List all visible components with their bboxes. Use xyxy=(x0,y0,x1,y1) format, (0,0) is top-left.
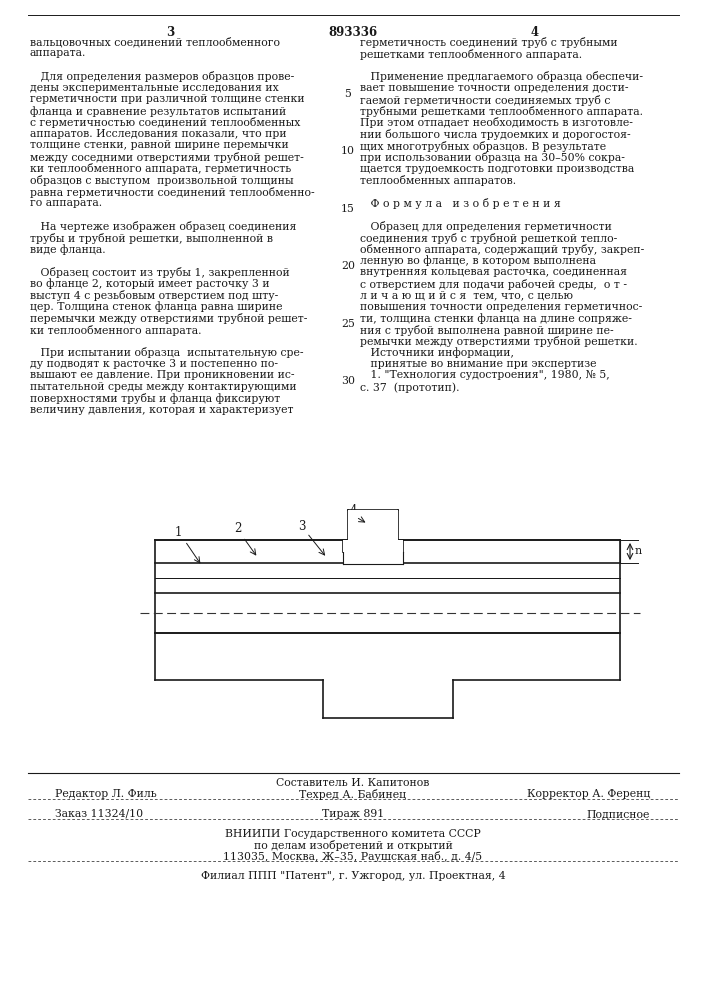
Text: виде фланца.: виде фланца. xyxy=(30,244,105,255)
Text: Источники информации,: Источники информации, xyxy=(360,348,514,358)
Text: Ф о р м у л а   и з о б р е т е н и я: Ф о р м у л а и з о б р е т е н и я xyxy=(360,198,561,209)
Text: внутренняя кольцевая расточка, соединенная: внутренняя кольцевая расточка, соединенн… xyxy=(360,267,627,277)
Bar xyxy=(155,578,620,593)
Text: л и ч а ю щ и й с я  тем, что, с целью: л и ч а ю щ и й с я тем, что, с целью xyxy=(360,290,573,300)
Text: вает повышение точности определения дости-: вает повышение точности определения дост… xyxy=(360,83,629,93)
Text: пытательной среды между контактирующими: пытательной среды между контактирующими xyxy=(30,382,297,392)
Text: цер. Толщина стенок фланца равна ширине: цер. Толщина стенок фланца равна ширине xyxy=(30,302,283,312)
Text: дены экспериментальные исследования их: дены экспериментальные исследования их xyxy=(30,83,279,93)
Text: 3: 3 xyxy=(166,26,174,39)
Text: по делам изобретений и открытий: по делам изобретений и открытий xyxy=(254,840,452,851)
Text: вальцовочных соединений теплообменного: вальцовочных соединений теплообменного xyxy=(30,37,280,48)
Text: с отверстием для подачи рабочей среды,  о т -: с отверстием для подачи рабочей среды, о… xyxy=(360,278,627,290)
Bar xyxy=(364,510,382,540)
Bar xyxy=(323,680,453,718)
Text: аппаратов. Исследования показали, что при: аппаратов. Исследования показали, что пр… xyxy=(30,129,286,139)
Text: 4: 4 xyxy=(349,504,357,516)
Text: 4: 4 xyxy=(531,26,539,39)
Text: при использовании образца на 30–50% сокра-: при использовании образца на 30–50% сокр… xyxy=(360,152,625,163)
Bar xyxy=(155,633,620,680)
Text: перемычки между отверстиями трубной решет-: перемычки между отверстиями трубной реше… xyxy=(30,313,308,324)
Text: го аппарата.: го аппарата. xyxy=(30,198,102,208)
Text: герметичности при различной толщине стенки: герметичности при различной толщине стен… xyxy=(30,95,305,104)
Text: величину давления, которая и характеризует: величину давления, которая и характеризу… xyxy=(30,405,293,415)
Text: вышают ее давление. При проникновении ис-: вышают ее давление. При проникновении ис… xyxy=(30,370,295,380)
Text: 30: 30 xyxy=(341,376,355,386)
Text: ленную во фланце, в котором выполнена: ленную во фланце, в котором выполнена xyxy=(360,255,596,266)
Bar xyxy=(155,563,620,578)
Text: 1. "Технология судостроения", 1980, № 5,: 1. "Технология судостроения", 1980, № 5, xyxy=(360,370,609,380)
Text: образцов с выступом  произвольной толщины: образцов с выступом произвольной толщины xyxy=(30,175,293,186)
Text: 10: 10 xyxy=(341,146,355,156)
Text: Тираж 891: Тираж 891 xyxy=(322,809,384,819)
Text: 15: 15 xyxy=(341,204,355,214)
Text: Корректор А. Ференц: Корректор А. Ференц xyxy=(527,789,650,799)
Text: ремычки между отверстиями трубной решетки.: ремычки между отверстиями трубной решетк… xyxy=(360,336,638,347)
Text: 113035, Москва, Ж–35, Раушская наб., д. 4/5: 113035, Москва, Ж–35, Раушская наб., д. … xyxy=(223,851,483,862)
Text: 3: 3 xyxy=(298,520,305,532)
Text: 893336: 893336 xyxy=(329,26,378,39)
Text: нии большого числа трудоемких и дорогостоя-: нии большого числа трудоемких и дорогост… xyxy=(360,129,631,140)
Text: щих многотрубных образцов. В результате: щих многотрубных образцов. В результате xyxy=(360,140,606,151)
Text: трубы и трубной решетки, выполненной в: трубы и трубной решетки, выполненной в xyxy=(30,232,273,243)
Text: теплообменных аппаратов.: теплообменных аппаратов. xyxy=(360,175,516,186)
Text: n: n xyxy=(635,546,642,556)
Text: во фланце 2, который имеет расточку 3 и: во фланце 2, который имеет расточку 3 и xyxy=(30,278,269,289)
Text: фланца и сравнение результатов испытаний: фланца и сравнение результатов испытаний xyxy=(30,106,286,117)
Text: повышения точности определения герметичнос-: повышения точности определения герметичн… xyxy=(360,302,642,312)
Text: Филиал ППП "Патент", г. Ужгород, ул. Проектная, 4: Филиал ППП "Патент", г. Ужгород, ул. Про… xyxy=(201,871,506,881)
Bar xyxy=(343,540,403,552)
Bar xyxy=(343,552,403,564)
Text: ки теплообменного аппарата.: ки теплообменного аппарата. xyxy=(30,324,201,336)
Text: соединения труб с трубной решеткой тепло-: соединения труб с трубной решеткой тепло… xyxy=(360,232,617,243)
Text: ти, толщина стенки фланца на длине сопряже-: ти, толщина стенки фланца на длине сопря… xyxy=(360,313,632,324)
Text: Заказ 11324/10: Заказ 11324/10 xyxy=(55,809,143,819)
Text: щается трудоемкость подготовки производства: щается трудоемкость подготовки производс… xyxy=(360,163,634,174)
Text: герметичность соединений труб с трубными: герметичность соединений труб с трубными xyxy=(360,37,618,48)
Text: 2: 2 xyxy=(234,522,242,536)
Bar xyxy=(155,540,620,563)
Text: 20: 20 xyxy=(341,261,355,271)
Text: Подписное: Подписное xyxy=(587,809,650,819)
Text: решетками теплообменного аппарата.: решетками теплообменного аппарата. xyxy=(360,48,582,60)
Text: равна герметичности соединений теплообменно-: равна герметичности соединений теплообме… xyxy=(30,186,315,198)
Text: гаемой герметичности соединяемых труб с: гаемой герметичности соединяемых труб с xyxy=(360,95,610,105)
Text: принятые во внимание при экспертизе: принятые во внимание при экспертизе xyxy=(360,359,597,369)
Text: Техред А. Бабинец: Техред А. Бабинец xyxy=(300,789,407,800)
Bar xyxy=(348,510,398,540)
Text: трубными решетками теплообменного аппарата.: трубными решетками теплообменного аппара… xyxy=(360,106,643,117)
Text: выступ 4 с резьбовым отверстием под шту-: выступ 4 с резьбовым отверстием под шту- xyxy=(30,290,279,301)
Text: с. 37  (прототип).: с. 37 (прототип). xyxy=(360,382,460,393)
Text: ки теплообменного аппарата, герметичность: ки теплообменного аппарата, герметичност… xyxy=(30,163,291,174)
Text: аппарата.: аппарата. xyxy=(30,48,86,58)
Text: Редактор Л. Филь: Редактор Л. Филь xyxy=(55,789,157,799)
Bar xyxy=(155,540,620,563)
Text: ВНИИПИ Государственного комитета СССР: ВНИИПИ Государственного комитета СССР xyxy=(225,829,481,839)
Text: Образец для определения герметичности: Образец для определения герметичности xyxy=(360,221,612,232)
Text: обменного аппарата, содержащий трубу, закреп-: обменного аппарата, содержащий трубу, за… xyxy=(360,244,644,255)
Bar xyxy=(155,593,620,633)
Text: ния с трубой выполнена равной ширине пе-: ния с трубой выполнена равной ширине пе- xyxy=(360,324,614,336)
Text: ду подводят к расточке 3 и постепенно по-: ду подводят к расточке 3 и постепенно по… xyxy=(30,359,278,369)
Text: Составитель И. Капитонов: Составитель И. Капитонов xyxy=(276,778,430,788)
Text: На чертеже изображен образец соединения: На чертеже изображен образец соединения xyxy=(30,221,296,232)
Text: 5: 5 xyxy=(344,89,351,99)
Text: толщине стенки, равной ширине перемычки: толщине стенки, равной ширине перемычки xyxy=(30,140,288,150)
Text: поверхностями трубы и фланца фиксируют: поверхностями трубы и фланца фиксируют xyxy=(30,393,280,404)
Text: Образец состоит из трубы 1, закрепленной: Образец состоит из трубы 1, закрепленной xyxy=(30,267,290,278)
Text: Для определения размеров образцов прове-: Для определения размеров образцов прове- xyxy=(30,72,294,83)
Text: 1: 1 xyxy=(175,526,182,540)
Text: с герметичностью соединений теплообменных: с герметичностью соединений теплообменны… xyxy=(30,117,300,128)
Text: Применение предлагаемого образца обеспечи-: Применение предлагаемого образца обеспеч… xyxy=(360,72,643,83)
Text: между соседними отверстиями трубной решет-: между соседними отверстиями трубной реше… xyxy=(30,152,304,163)
Text: При испытании образца  испытательную сре-: При испытании образца испытательную сре- xyxy=(30,348,303,359)
Bar xyxy=(364,540,382,552)
Text: При этом отпадает необходимость в изготовле-: При этом отпадает необходимость в изгото… xyxy=(360,117,633,128)
Text: 25: 25 xyxy=(341,319,355,329)
